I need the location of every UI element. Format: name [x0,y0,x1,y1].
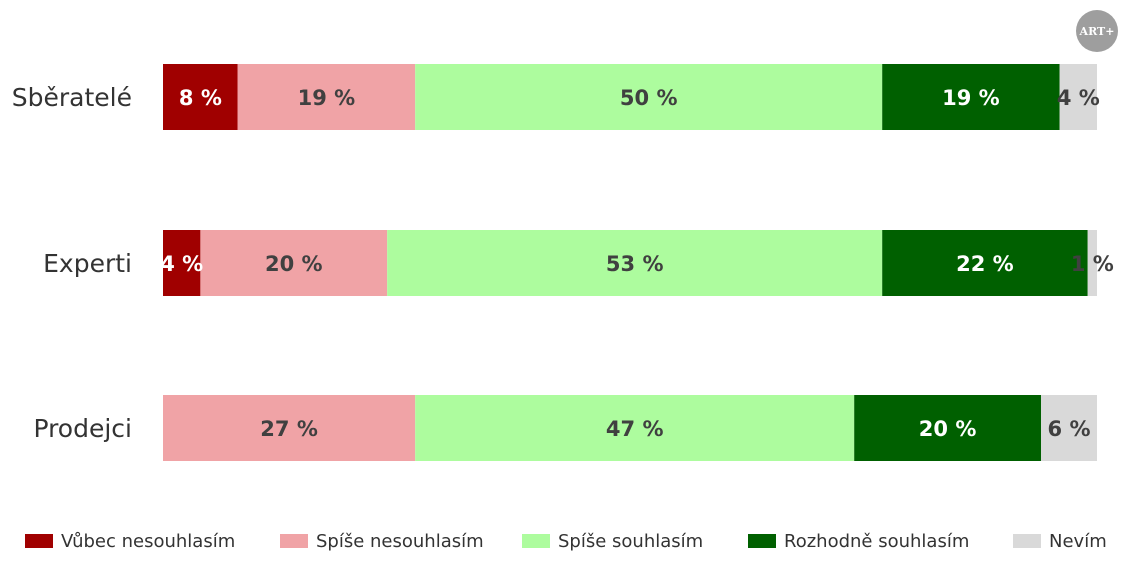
value-label-sberatele-rozhodne-souhlasim: 19 % [942,86,1000,110]
bar-prodejci-spise-souhlasim [415,395,855,461]
value-label-sberatele-spise-nesouhlasim: 19 % [298,86,356,110]
value-label-sberatele-nevim: 4 % [1057,86,1100,110]
bar-prodejci-nevim [1041,395,1097,461]
bar-experti-spise-nesouhlasim [200,230,388,296]
value-label-experti-spise-nesouhlasim: 20 % [265,252,323,276]
legend-swatch-nevim [1013,534,1041,548]
legend-label-nevim: Nevím [1049,531,1107,552]
legend-swatch-spise-nesouhlasim [280,534,308,548]
bar-sberatele-spise-nesouhlasim [237,64,416,130]
value-label-prodejci-nevim: 6 % [1048,417,1091,441]
bar-experti-nevim [1087,230,1097,296]
category-label-prodejci: Prodejci [33,414,132,443]
value-label-prodejci-spise-nesouhlasim: 27 % [260,417,318,441]
category-label-experti: Experti [43,249,132,278]
bar-sberatele-nevim [1059,64,1097,130]
logo-badge [1076,10,1118,52]
legend-label-spise-souhlasim: Spíše souhlasím [558,531,703,552]
bar-sberatele-vubec-nesouhlasim [163,64,238,130]
bar-prodejci-spise-nesouhlasim [163,395,416,461]
value-label-prodejci-rozhodne-souhlasim: 20 % [919,417,977,441]
value-label-sberatele-spise-souhlasim: 50 % [620,86,678,110]
legend-swatch-vubec-nesouhlasim [25,534,53,548]
legend-label-spise-nesouhlasim: Spíše nesouhlasím [316,531,484,552]
legend-label-rozhodne-souhlasim: Rozhodně souhlasím [784,531,969,552]
value-label-prodejci-spise-souhlasim: 47 % [606,417,664,441]
value-label-experti-spise-souhlasim: 53 % [606,252,664,276]
logo-text: ART+ [1079,25,1115,38]
bar-prodejci-rozhodne-souhlasim [854,395,1041,461]
value-label-experti-vubec-nesouhlasim: 4 % [160,252,203,276]
bar-experti-rozhodne-souhlasim [882,230,1088,296]
legend-swatch-spise-souhlasim [522,534,550,548]
bar-experti-vubec-nesouhlasim [163,230,201,296]
category-label-sberatele: Sběratelé [12,83,132,112]
bar-experti-spise-souhlasim [387,230,883,296]
bar-sberatele-spise-souhlasim [415,64,883,130]
art-plus-logo: ART+ [1076,10,1118,52]
value-label-experti-rozhodne-souhlasim: 22 % [956,252,1014,276]
legend-label-vubec-nesouhlasim: Vůbec nesouhlasím [61,531,235,552]
bar-sberatele-rozhodne-souhlasim [882,64,1060,130]
value-label-sberatele-vubec-nesouhlasim: 8 % [179,86,222,110]
legend-swatch-rozhodne-souhlasim [748,534,776,548]
value-label-experti-nevim: 1 % [1071,252,1114,276]
legend: Vůbec nesouhlasím Spíše nesouhlasím Spíše … [25,531,1107,552]
